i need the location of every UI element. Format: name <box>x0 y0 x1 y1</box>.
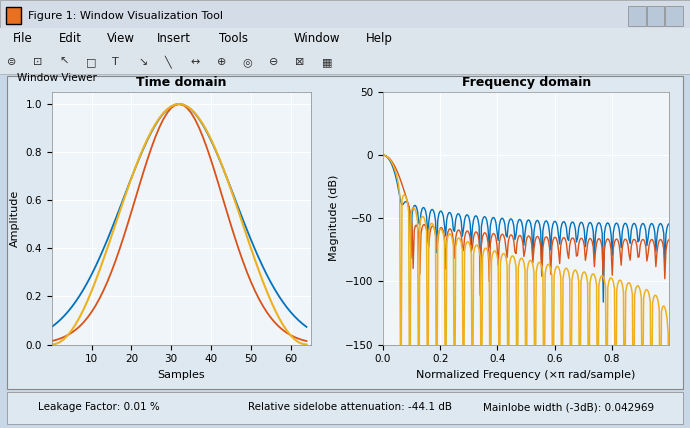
Text: ⊡: ⊡ <box>33 57 43 67</box>
Text: ─: ─ <box>634 11 640 21</box>
Y-axis label: Amplitude: Amplitude <box>10 190 20 247</box>
Title: Frequency domain: Frequency domain <box>462 77 591 89</box>
FancyBboxPatch shape <box>647 6 664 26</box>
Text: ◎: ◎ <box>243 57 253 67</box>
Text: Leakage Factor: 0.01 %: Leakage Factor: 0.01 % <box>38 402 159 413</box>
X-axis label: Samples: Samples <box>157 370 205 380</box>
Text: File: File <box>12 33 32 45</box>
Text: □: □ <box>651 11 660 21</box>
FancyBboxPatch shape <box>7 76 683 389</box>
Text: ↖: ↖ <box>59 57 69 67</box>
Text: Window Viewer: Window Viewer <box>17 73 97 83</box>
Text: ⊜: ⊜ <box>7 57 17 67</box>
FancyBboxPatch shape <box>0 28 690 49</box>
Text: Help: Help <box>366 33 393 45</box>
Text: Insert: Insert <box>157 33 191 45</box>
FancyBboxPatch shape <box>0 49 690 74</box>
Text: ⊕: ⊕ <box>217 57 226 67</box>
Y-axis label: Magnitude (dB): Magnitude (dB) <box>329 175 339 262</box>
FancyBboxPatch shape <box>665 6 683 26</box>
Text: Tools: Tools <box>219 33 248 45</box>
FancyBboxPatch shape <box>628 6 646 26</box>
FancyBboxPatch shape <box>6 7 21 24</box>
Text: ⊖: ⊖ <box>269 57 279 67</box>
Text: ↘: ↘ <box>138 57 148 67</box>
FancyBboxPatch shape <box>7 392 683 424</box>
Text: Window: Window <box>293 33 339 45</box>
Text: ╲: ╲ <box>164 56 171 68</box>
Text: T: T <box>112 57 119 67</box>
Text: Figure 1: Window Visualization Tool: Figure 1: Window Visualization Tool <box>28 11 223 21</box>
Text: ▦: ▦ <box>322 57 332 67</box>
Title: Time domain: Time domain <box>136 77 226 89</box>
Text: Relative sidelobe attenuation: -44.1 dB: Relative sidelobe attenuation: -44.1 dB <box>248 402 453 413</box>
Text: □: □ <box>86 57 96 67</box>
X-axis label: Normalized Frequency (×π rad/sample): Normalized Frequency (×π rad/sample) <box>417 370 635 380</box>
Text: ⊠: ⊠ <box>295 57 305 67</box>
Text: Mainlobe width (-3dB): 0.042969: Mainlobe width (-3dB): 0.042969 <box>483 402 654 413</box>
FancyBboxPatch shape <box>0 0 690 28</box>
Text: ✕: ✕ <box>671 11 678 21</box>
Text: Edit: Edit <box>59 33 81 45</box>
Text: ↔: ↔ <box>190 57 200 67</box>
Text: View: View <box>107 33 135 45</box>
